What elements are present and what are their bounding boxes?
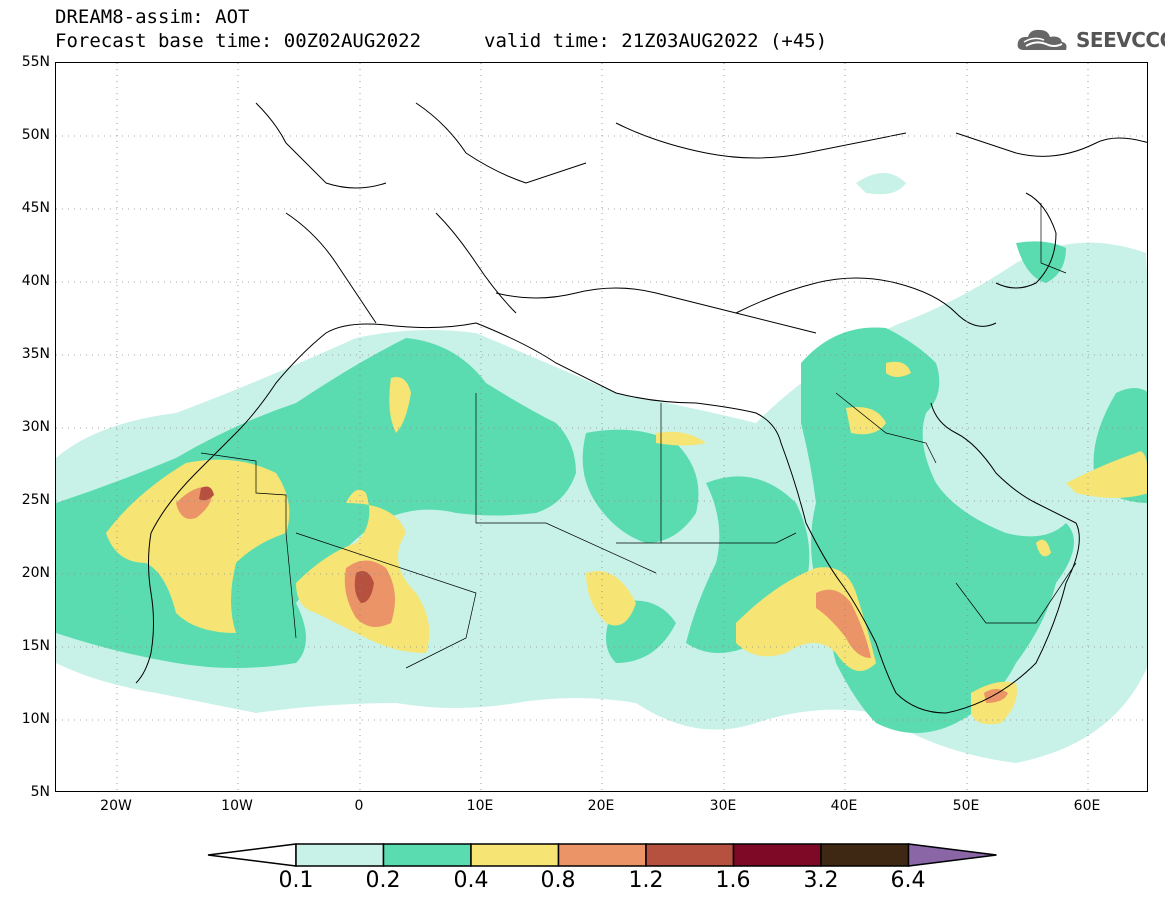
lat-label: 45N: [21, 200, 50, 216]
lon-label: 50E: [952, 798, 980, 814]
colorbar-tick: 1.6: [715, 868, 751, 893]
colorbar: [207, 843, 997, 867]
colorbar-arrow-high: [907, 843, 997, 867]
lon-label: 30E: [709, 798, 737, 814]
country-borders: [200, 203, 1077, 669]
colorbar-swatch: [382, 843, 472, 867]
lon-label: 20W: [100, 798, 132, 814]
lat-label: 5N: [30, 784, 50, 800]
cloud-icon: [1017, 29, 1067, 50]
lat-label: 40N: [21, 273, 50, 289]
lat-label: 10N: [21, 711, 50, 727]
colorbar-tick: 0.1: [278, 868, 314, 893]
seevccc-logo: SEEVCCC: [1016, 24, 1165, 56]
aot-band-1.2: [199, 486, 374, 603]
lat-label: 20N: [21, 565, 50, 581]
map-canvas: [56, 63, 1147, 791]
lon-label: 60E: [1073, 798, 1101, 814]
colorbar-swatch: [645, 843, 735, 867]
lat-label: 50N: [21, 127, 50, 143]
aot-band-0.4: [106, 361, 1147, 725]
colorbar-swatch: [295, 843, 385, 867]
lon-label: 20E: [587, 798, 615, 814]
grid-lines: [56, 63, 1147, 791]
colorbar-swatch: [732, 843, 822, 867]
chart-title: DREAM8-assim: AOT: [55, 6, 250, 28]
lon-label: 40E: [830, 798, 858, 814]
colorbar-tick: 0.2: [365, 868, 401, 893]
forecast-base-time: Forecast base time: 00Z02AUG2022: [55, 30, 422, 52]
colorbar-tick: 0.8: [540, 868, 576, 893]
lon-label: 10W: [221, 798, 253, 814]
lat-label: 15N: [21, 638, 50, 654]
colorbar-tick: 0.4: [453, 868, 489, 893]
lat-label: 25N: [21, 492, 50, 508]
aot-map: [55, 62, 1148, 792]
lat-label: 35N: [21, 346, 50, 362]
colorbar-swatch: [470, 843, 560, 867]
colorbar-swatch: [557, 843, 647, 867]
colorbar-tick: 6.4: [890, 868, 926, 893]
lat-label: 55N: [21, 54, 50, 70]
colorbar-swatch: [820, 843, 910, 867]
colorbar-arrow-low: [207, 843, 297, 867]
lon-label: 0: [354, 798, 364, 814]
lon-label: 10E: [466, 798, 494, 814]
lat-label: 30N: [21, 419, 50, 435]
valid-time: valid time: 21Z03AUG2022 (+45): [484, 30, 828, 52]
colorbar-tick: 1.2: [628, 868, 664, 893]
colorbar-tick: 3.2: [803, 868, 839, 893]
logo-text: SEEVCCC: [1076, 28, 1165, 52]
coastlines: [135, 102, 1147, 714]
